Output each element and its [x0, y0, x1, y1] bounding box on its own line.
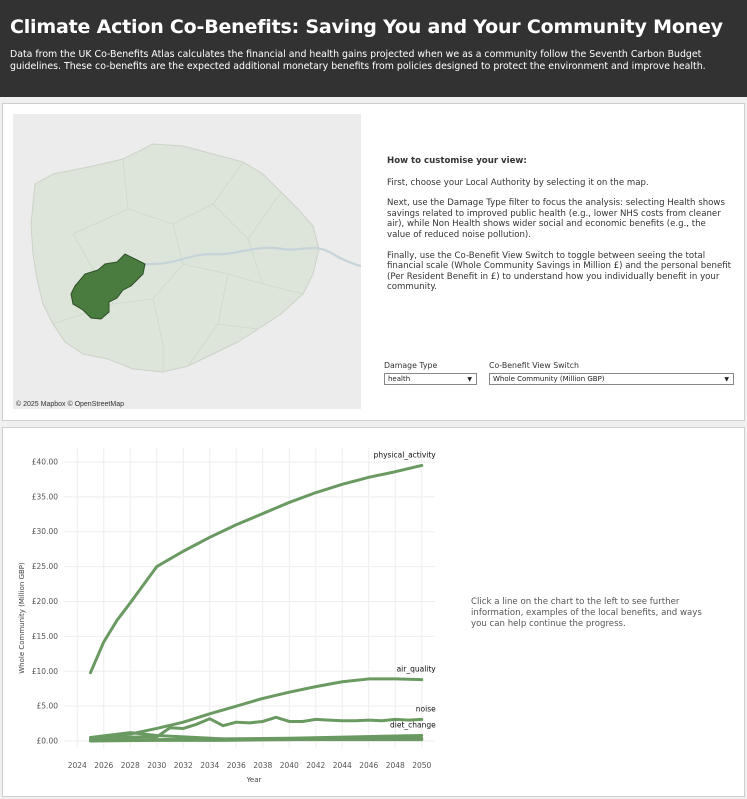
x-tick-label: 2046 [359, 761, 378, 770]
x-tick-label: 2042 [306, 761, 325, 770]
y-tick-label: £30.00 [32, 527, 58, 536]
y-tick-label: £40.00 [32, 457, 58, 466]
x-tick-label: 2024 [68, 761, 87, 770]
damage-type-dropdown[interactable]: health ▼ [384, 373, 477, 385]
series-line-air_quality[interactable] [89, 677, 424, 740]
map-canvas[interactable] [13, 114, 361, 409]
x-tick-label: 2044 [333, 761, 352, 770]
y-tick-label: £25.00 [32, 562, 58, 571]
x-axis-ticks: 2024 2026 2028 2030 2032 2034 2036 2038 2040 2042… [68, 761, 432, 770]
series-label-physical_activity: physical_activity [374, 450, 437, 459]
series-line-unlabeled[interactable] [89, 736, 424, 743]
instructions-step-3: Finally, use the Co-Benefit View Switch … [387, 250, 732, 293]
series-line-noise[interactable] [89, 715, 424, 742]
y-tick-label: £35.00 [32, 492, 58, 501]
x-tick-label: 2040 [280, 761, 299, 770]
x-tick-label: 2028 [121, 761, 140, 770]
y-tick-label: £5.00 [37, 702, 59, 711]
page-title: Climate Action Co-Benefits: Saving You a… [10, 16, 723, 38]
instructions-step-1: First, choose your Local Authority by se… [387, 177, 649, 188]
map-attribution: © 2025 Mapbox © OpenStreetMap [16, 401, 124, 408]
chevron-down-icon: ▼ [467, 376, 472, 383]
series-label-diet_change: diet_change [390, 720, 436, 729]
x-tick-label: 2026 [94, 761, 113, 770]
instructions-block: How to customise your view: First, choos… [387, 156, 732, 303]
damage-type-label: Damage Type [384, 361, 438, 370]
y-tick-label: £0.00 [37, 737, 59, 746]
x-tick-label: 2034 [200, 761, 219, 770]
selected-borough [70, 253, 146, 320]
view-switch-label: Co-Benefit View Switch [489, 361, 579, 370]
x-tick-label: 2038 [253, 761, 272, 770]
x-tick-label: 2050 [412, 761, 431, 770]
x-tick-label: 2048 [386, 761, 405, 770]
damage-type-value: health [388, 375, 411, 383]
x-tick-label: 2030 [147, 761, 166, 770]
y-tick-label: £15.00 [32, 632, 58, 641]
y-axis-label: Whole Community (Million GBP) [18, 562, 26, 674]
x-tick-label: 2036 [227, 761, 246, 770]
chart-help-text: Click a line on the chart to the left to… [471, 597, 702, 629]
series-lines [89, 463, 424, 743]
x-tick-label: 2032 [174, 761, 193, 770]
series-label-air_quality: air_quality [397, 665, 437, 674]
y-tick-label: £10.00 [32, 667, 58, 676]
local-authority-map[interactable]: © 2025 Mapbox © OpenStreetMap [13, 114, 361, 409]
view-switch-value: Whole Community (Million GBP) [493, 375, 605, 383]
instructions-title: How to customise your view: [387, 156, 527, 166]
instructions-step-2: Next, use the Damage Type filter to focu… [387, 198, 725, 240]
series-label-noise: noise [416, 704, 436, 713]
page-description: Data from the UK Co-Benefits Atlas calcu… [10, 49, 706, 72]
view-switch-dropdown[interactable]: Whole Community (Million GBP) ▼ [489, 373, 734, 385]
y-tick-label: £20.00 [32, 597, 58, 606]
cobenefit-line-chart[interactable]: £0.00 £5.00 £10.00 £15.00 £20.00 £25.00 £30.00… [5, 432, 445, 792]
dashboard-header: Climate Action Co-Benefits: Saving You a… [0, 0, 747, 97]
series-line-physical_activity[interactable] [89, 463, 424, 675]
chevron-down-icon: ▼ [724, 376, 729, 383]
x-axis-label: Year [246, 776, 262, 784]
y-axis-ticks: £0.00 £5.00 £10.00 £15.00 £20.00 £25.00 £30.00… [32, 457, 58, 745]
